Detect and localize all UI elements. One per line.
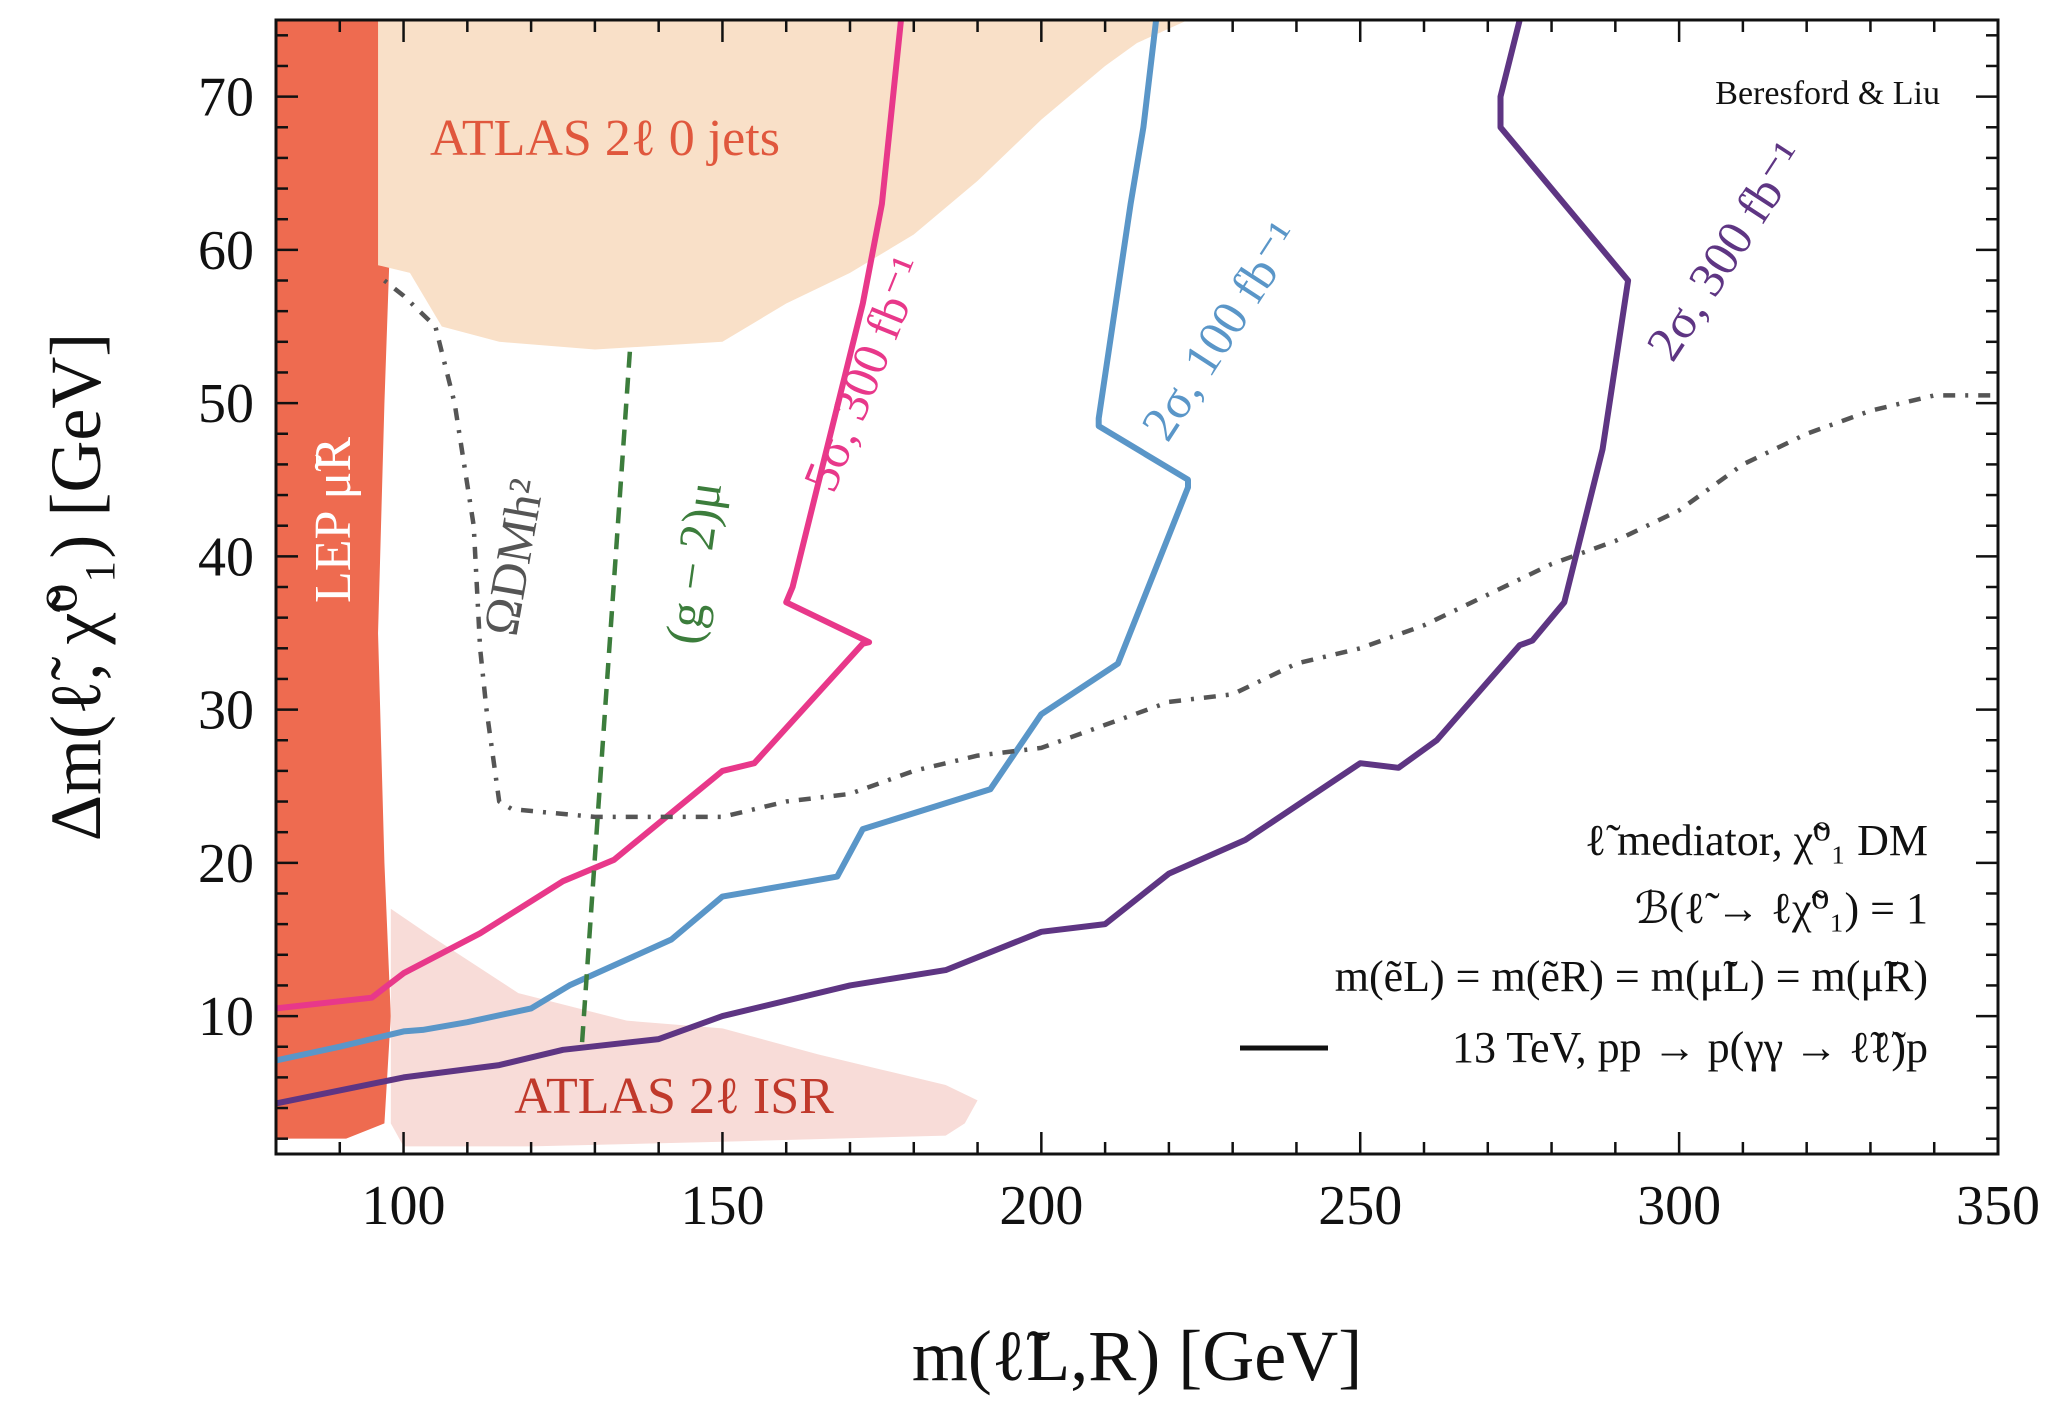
legend-branching: ℬ(ℓ̃ → ℓχ̃⁰₁) = 1 [1635,884,1928,933]
legend-mediator: ℓ̃ mediator, χ̃⁰₁ DM [1585,816,1928,865]
x-tick-label: 150 [680,1175,764,1237]
plot-frame [274,18,2000,1156]
y-tick-label: 20 [198,833,254,895]
y-tick-label: 50 [198,373,254,435]
series-2-100-fb-1 [276,20,1191,1064]
series-dmh2 [382,278,1998,820]
y-tick-label: 40 [198,526,254,588]
curve-label-2sigma-300: 2σ, 300 fb⁻¹ [1635,132,1817,370]
curve-label-omega: ΩDMh² [472,475,555,640]
series-5-300-fb-1 [276,20,904,1012]
legend-mass-equality: m(ẽL) = m(ẽR) = m(μ̃L) = m(μ̃R) [1335,952,1928,1001]
region-1 [378,20,1233,350]
curve-label-2sigma-100: 2σ, 100 fb⁻¹ [1130,212,1312,450]
x-axis-title: m(ℓ̃L,R) [GeV] [912,1316,1362,1396]
series-g-2 [579,349,633,1043]
excluded-regions [276,20,1233,1147]
y-tick-label: 10 [198,986,254,1048]
x-tick-label: 100 [362,1175,446,1237]
sensitivity-curves [276,20,1998,1107]
x-tick-label: 350 [1956,1175,2040,1237]
region-0 [276,20,391,1139]
y-axis-title: Δm(ℓ̃, χ̃⁰₁) [GeV] [36,333,116,842]
series-2-300-fb-1 [276,20,1632,1107]
author-credit: Beresford & Liu [1715,75,1940,112]
y-tick-label: 30 [198,680,254,742]
atlas-0jets-label: ATLAS 2ℓ 0 jets [430,110,780,167]
x-tick-label: 200 [999,1175,1083,1237]
lep-label: LEP μ̃R [305,437,362,603]
x-tick-label: 250 [1318,1175,1402,1237]
y-tick-label: 60 [198,220,254,282]
curve-label-g2: (g − 2)μ [654,478,732,648]
y-tick-label: 70 [198,67,254,129]
tick-labels: 100 150 200 250 300 350 10 20 30 40 50 60 70 [198,67,2040,1237]
legend-process: 13 TeV, pp → p(γγ → ℓ̃ℓ̃)p [1452,1023,1928,1072]
tick-marks [274,20,2000,1154]
x-tick-label: 300 [1637,1175,1721,1237]
atlas-isr-label: ATLAS 2ℓ ISR [514,1068,834,1125]
